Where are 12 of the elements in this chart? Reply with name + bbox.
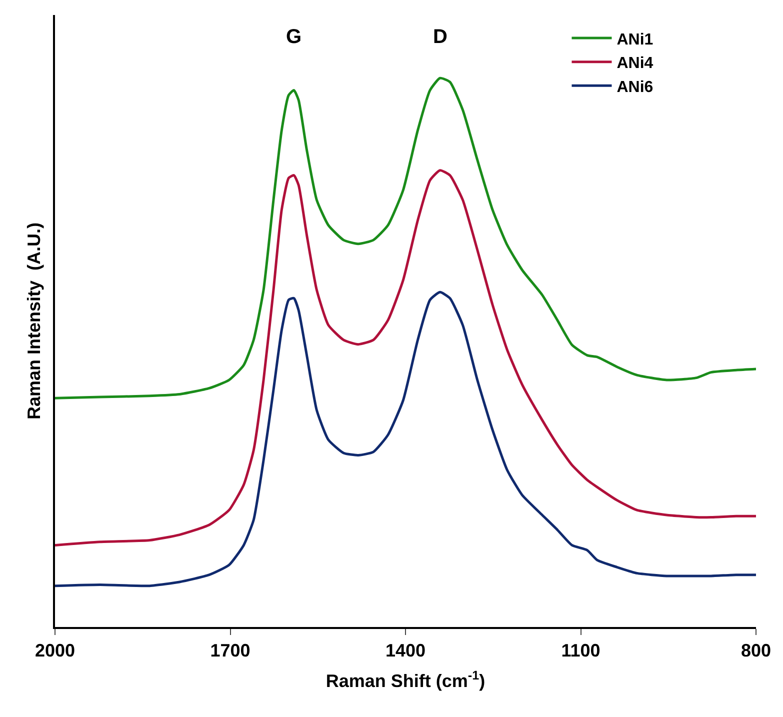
x-tick-label: 1700 xyxy=(210,640,250,660)
x-tick-label: 1400 xyxy=(385,640,426,660)
legend-label: ANi6 xyxy=(616,78,654,96)
legend-label: ANi4 xyxy=(616,55,654,72)
y-axis-title: Raman Intensity (A.U.) xyxy=(24,222,44,420)
x-tick-label: 800 xyxy=(740,640,772,660)
text: D xyxy=(433,26,448,48)
x-tick-label: 1100 xyxy=(561,640,600,660)
x-axis-title: Raman Shift (cm$^{-1}$) xyxy=(326,668,486,691)
legend-label: ANi1 xyxy=(616,31,654,48)
x-tick-label: 2000 xyxy=(34,640,76,660)
text: G xyxy=(286,26,302,48)
